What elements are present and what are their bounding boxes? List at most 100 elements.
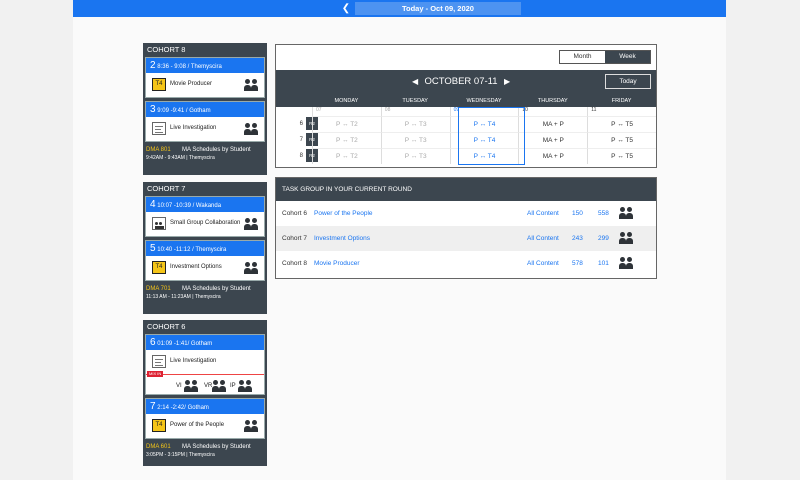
group-icon[interactable] <box>619 257 633 269</box>
view-toggle: Month Week <box>559 50 651 64</box>
calendar-cell[interactable]: P ↔ T5 <box>587 132 656 148</box>
session-title: Movie Producer <box>170 81 213 87</box>
mix-in-row: MIX IN VI VR IP <box>146 371 264 394</box>
session-title: Investment Options <box>170 264 222 270</box>
calendar-cell[interactable]: P ↔ T2 <box>312 132 381 148</box>
current-date-button[interactable]: Today - Oct 09, 2020 <box>355 2 521 15</box>
month-view-button[interactable]: Month <box>573 53 592 60</box>
session-card[interactable]: 7 2:14 -2:42/ Gotham T4 Power of the Peo… <box>145 398 265 439</box>
cohort-title: COHORT 8 <box>147 45 186 54</box>
calendar-row: 8 R2 P ↔ T2 P ↔ T3 P ↔ T4 MA + P P ↔ T5 <box>276 148 656 164</box>
day-header: MONDAY <box>334 98 359 104</box>
group-icon <box>244 262 258 274</box>
calendar-cell[interactable]: P ↔ T4 <box>449 132 519 148</box>
group-icon <box>244 218 258 230</box>
dma-desc: MA Schedules by Student <box>182 286 251 292</box>
task-row: Cohort 6 Power of the People All Content… <box>276 201 656 226</box>
count-a[interactable]: 243 <box>572 235 583 242</box>
calendar-cell[interactable]: P ↔ T2 <box>312 116 381 132</box>
day-header: WEDNESDAY <box>466 98 502 104</box>
calendar-cell[interactable]: MA + P <box>518 148 588 164</box>
task-row: Cohort 8 Movie Producer All Content 578 … <box>276 251 656 276</box>
t4-badge: T4 <box>152 261 166 274</box>
dma-time: 9:42AM - 9:43AM | Themyscira <box>146 155 215 161</box>
calendar-title: OCTOBER 07-11 <box>424 76 498 87</box>
task-cohort: Cohort 7 <box>282 235 307 242</box>
date-number: 08 <box>380 107 450 116</box>
back-arrow-icon[interactable]: ❮ <box>341 3 351 14</box>
session-card[interactable]: 4 10:07 -10:39 / Wakanda Small Group Col… <box>145 196 265 237</box>
session-time: 9:09 -9:41 / Gotham <box>157 108 211 114</box>
current-day-highlight <box>458 107 525 165</box>
calendar-cell[interactable]: MA + P <box>518 132 588 148</box>
dma-desc: MA Schedules by Student <box>182 147 251 153</box>
cohort-footer: DMA 701 MA Schedules by Student 11:13 AM … <box>143 284 267 303</box>
calendar-cell[interactable]: P ↔ T3 <box>380 148 450 164</box>
date-number: 07 <box>312 107 381 116</box>
cohort-footer: DMA 801 MA Schedules by Student 9:42AM - … <box>143 145 267 164</box>
task-row: Cohort 7 Investment Options All Content … <box>276 226 656 251</box>
today-button[interactable]: Today <box>605 74 651 89</box>
calendar-cell[interactable]: P ↔ T3 <box>380 132 450 148</box>
task-link[interactable]: Movie Producer <box>314 260 360 267</box>
investigation-icon <box>152 355 166 368</box>
count-a[interactable]: 150 <box>572 210 583 217</box>
next-week-icon[interactable]: ▶ <box>504 77 511 86</box>
task-cohort: Cohort 6 <box>282 210 307 217</box>
calendar-cell[interactable]: P ↔ T3 <box>380 116 450 132</box>
row-number: 6 <box>299 121 303 127</box>
content-link[interactable]: All Content <box>527 260 559 267</box>
week-calendar: Month Week ◀ OCTOBER 07-11 ▶ Today MONDA… <box>275 44 657 168</box>
task-cohort: Cohort 8 <box>282 260 307 267</box>
session-title: Small Group Collaboration <box>170 220 241 226</box>
session-number: 5 <box>150 243 156 254</box>
group-icon[interactable] <box>619 207 633 219</box>
calendar-cell[interactable]: P ↔ T5 <box>587 148 656 164</box>
day-header: THURSDAY <box>537 98 568 104</box>
group-icon <box>244 420 258 432</box>
session-card[interactable]: 2 8:36 - 9:08 / Themyscira T4 Movie Prod… <box>145 57 265 98</box>
session-number: 3 <box>150 104 156 115</box>
session-card[interactable]: 3 9:09 -9:41 / Gotham Live Investigation <box>145 101 265 142</box>
calendar-cell[interactable]: P ↔ T5 <box>587 116 656 132</box>
session-time: 10:07 -10:39 / Wakanda <box>157 203 222 209</box>
calendar-cell[interactable]: P ↔ T4 <box>449 116 519 132</box>
calendar-grid: 07 08 09 10 11 6 R2 P ↔ T2 P ↔ T3 P ↔ T4 … <box>276 107 656 164</box>
calendar-cell[interactable]: MA + P <box>518 116 588 132</box>
session-title: Power of the People <box>170 422 225 428</box>
calendar-nav: ◀ OCTOBER 07-11 ▶ Today <box>276 70 656 95</box>
dma-code: DMA 701 <box>146 286 171 292</box>
task-group-panel: TASK GROUP IN YOUR CURRENT ROUND Cohort … <box>275 177 657 279</box>
count-b[interactable]: 299 <box>598 235 609 242</box>
count-b[interactable]: 558 <box>598 210 609 217</box>
dma-desc: MA Schedules by Student <box>182 444 251 450</box>
session-time: 8:36 - 9:08 / Themyscira <box>157 64 222 70</box>
t4-badge: T4 <box>152 78 166 91</box>
row-number: 8 <box>299 153 303 159</box>
cohort-title: COHORT 6 <box>147 322 186 331</box>
dma-code: DMA 801 <box>146 147 171 153</box>
session-title: Live Investigation <box>170 125 217 131</box>
top-bar: ❮ Today - Oct 09, 2020 <box>73 0 726 17</box>
task-group-title: TASK GROUP IN YOUR CURRENT ROUND <box>276 178 656 201</box>
prev-week-icon[interactable]: ◀ <box>412 77 419 86</box>
session-card[interactable]: 6 01:09 -1:41/ Gotham Live Investigation… <box>145 334 265 395</box>
group-icon <box>212 380 226 392</box>
task-link[interactable]: Power of the People <box>314 210 373 217</box>
day-header: FRIDAY <box>611 98 632 104</box>
cohort-title: COHORT 7 <box>147 184 186 193</box>
dma-time: 11:13 AM - 11:23AM | Themyscira <box>146 294 221 300</box>
content-link[interactable]: All Content <box>527 210 559 217</box>
content-link[interactable]: All Content <box>527 235 559 242</box>
session-card[interactable]: 5 10:40 -11:12 / Themyscira T4 Investmen… <box>145 240 265 281</box>
week-view-button[interactable]: Week <box>605 51 650 63</box>
count-b[interactable]: 101 <box>598 260 609 267</box>
calendar-cell[interactable]: P ↔ T2 <box>312 148 381 164</box>
session-time: 10:40 -11:12 / Themyscira <box>157 247 227 253</box>
date-number: 10 <box>518 107 587 116</box>
group-icon[interactable] <box>619 232 633 244</box>
count-a[interactable]: 578 <box>572 260 583 267</box>
task-link[interactable]: Investment Options <box>314 235 370 242</box>
calendar-cell[interactable]: P ↔ T4 <box>449 148 519 164</box>
cohort-panel-6: COHORT 6 6 01:09 -1:41/ Gotham Live Inve… <box>143 320 267 466</box>
